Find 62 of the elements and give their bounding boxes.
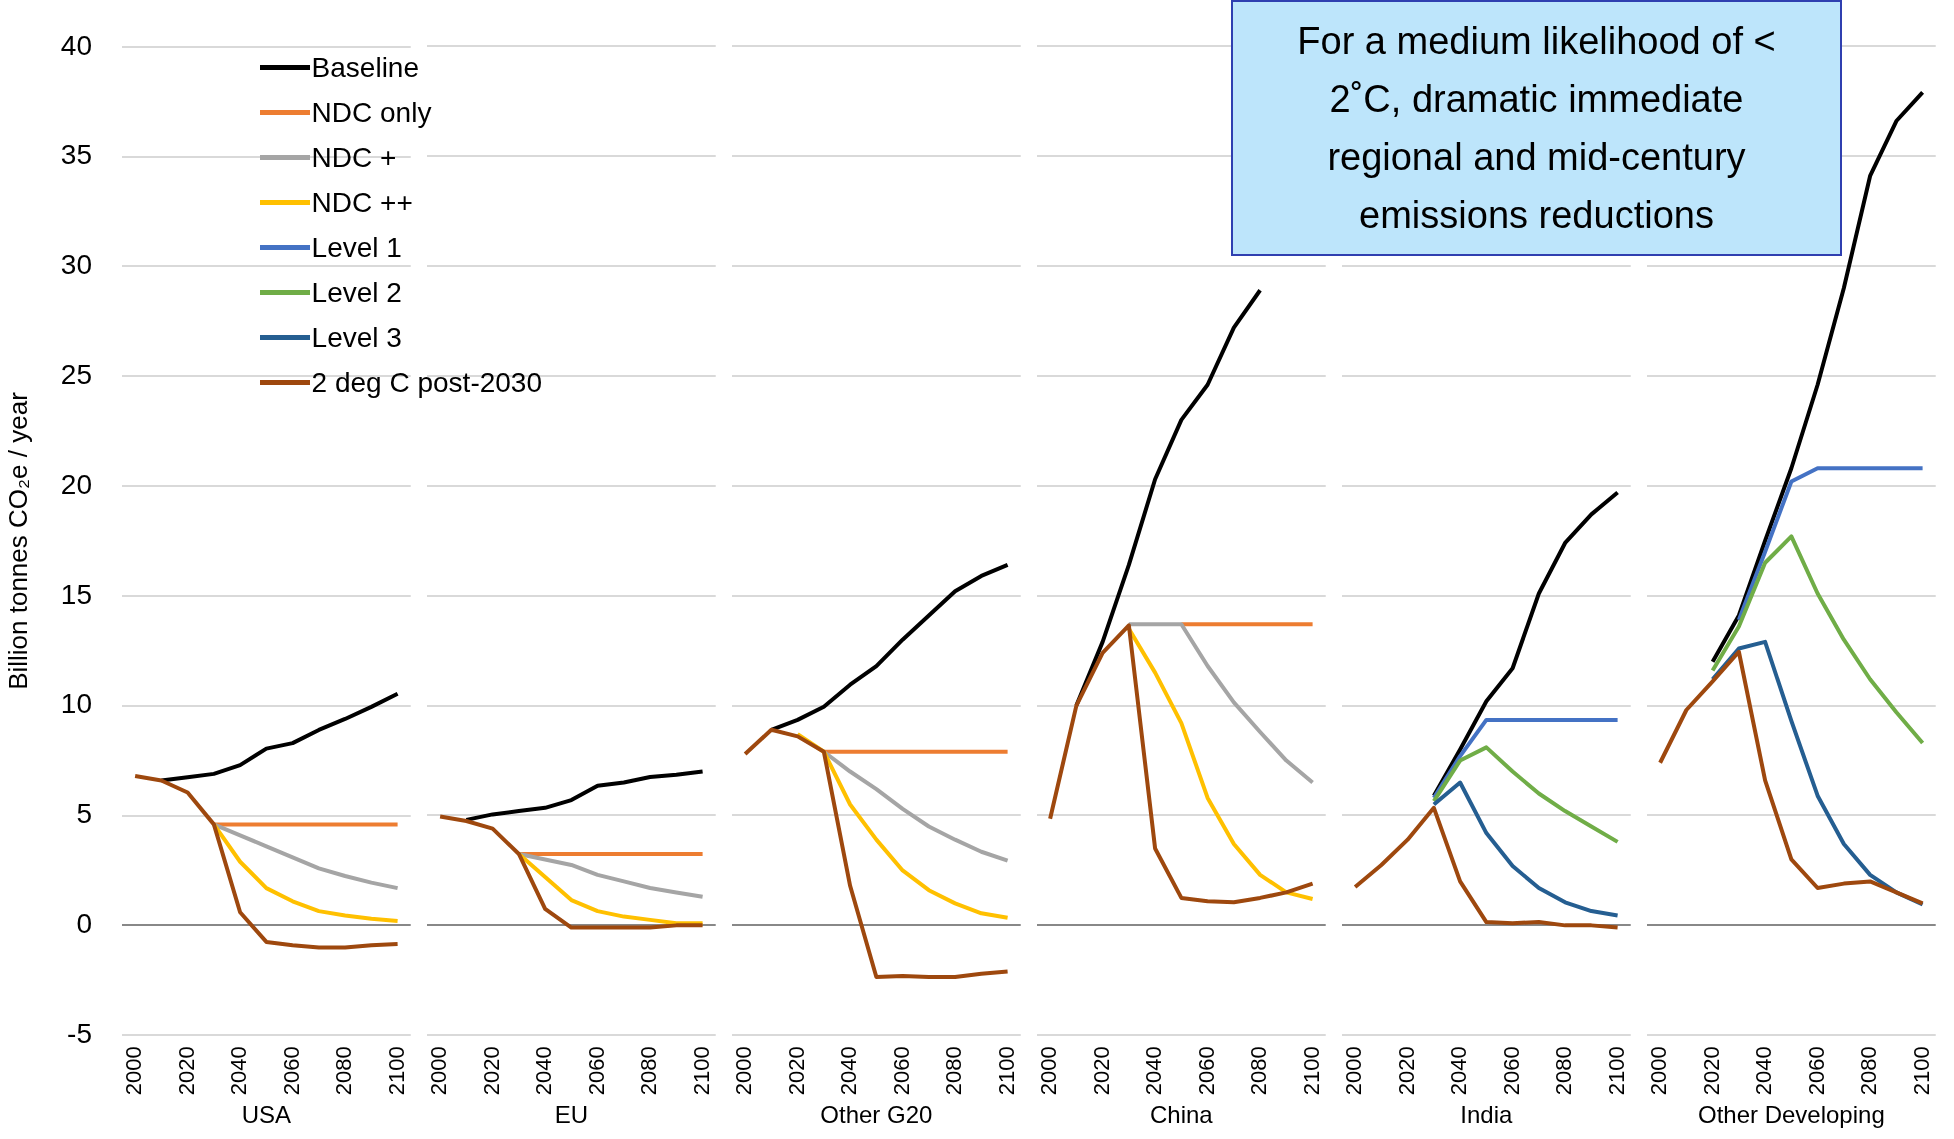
x-tick-label: 2040 [1141, 1046, 1167, 1096]
x-tick-label: 2060 [278, 1046, 304, 1096]
legend-label: 2 deg C post-2030 [311, 366, 542, 399]
x-tick-label: 2020 [1088, 1046, 1114, 1096]
x-tick-label: 2000 [731, 1046, 757, 1096]
x-tick-label: 2040 [531, 1046, 557, 1096]
x-tick-label: 2000 [1036, 1046, 1062, 1096]
y-tick-label: 0 [76, 908, 92, 940]
x-tick-label: 2020 [783, 1046, 809, 1096]
legend-label: Baseline [311, 51, 420, 84]
y-tick-label: 35 [60, 139, 92, 171]
y-tick-label: 20 [60, 468, 92, 500]
x-axis-title: Other G20 [820, 1101, 933, 1129]
x-tick-label: 2060 [1193, 1046, 1219, 1096]
x-tick-label: 2040 [226, 1046, 252, 1096]
y-tick-label: -5 [67, 1017, 92, 1049]
y-tick-label: 10 [60, 688, 92, 720]
x-tick-label: 2040 [1446, 1046, 1472, 1096]
x-tick-label: 2040 [1751, 1046, 1777, 1096]
x-tick-label: 2020 [478, 1046, 504, 1096]
x-tick-label: 2080 [941, 1046, 967, 1096]
x-tick-label: 2100 [688, 1046, 714, 1096]
x-tick-label: 2080 [636, 1046, 662, 1096]
x-tick-label: 2100 [993, 1046, 1019, 1096]
legend-label: Level 2 [311, 276, 402, 309]
x-tick-label: 2020 [173, 1046, 199, 1096]
x-tick-label: 2060 [583, 1046, 609, 1096]
x-tick-label: 2100 [1908, 1046, 1934, 1096]
legend-label: Level 3 [311, 321, 402, 354]
x-tick-label: 2060 [888, 1046, 914, 1096]
x-tick-label: 2020 [1393, 1046, 1419, 1096]
y-tick-label: 5 [76, 798, 92, 830]
x-axis-title: China [1150, 1101, 1214, 1129]
y-tick-label: 40 [60, 29, 92, 61]
x-tick-label: 2000 [1341, 1046, 1367, 1096]
x-axis-title: India [1460, 1101, 1514, 1129]
x-tick-label: 2080 [331, 1046, 357, 1096]
x-tick-label: 2100 [1603, 1046, 1629, 1096]
x-tick-label: 2080 [1551, 1046, 1577, 1096]
legend-label: NDC + [311, 141, 397, 174]
x-tick-label: 2060 [1803, 1046, 1829, 1096]
x-tick-label: 2080 [1856, 1046, 1882, 1096]
note-box: For a medium likelihood of < 2˚C, dramatic immediate regional and mid-century emissions reductions [1231, 0, 1842, 256]
x-tick-label: 2100 [383, 1046, 409, 1096]
x-tick-label: 2040 [836, 1046, 862, 1096]
y-tick-label: 25 [60, 359, 92, 390]
x-axis-title: Other Developing [1697, 1101, 1885, 1129]
x-tick-label: 2020 [1698, 1046, 1724, 1096]
x-tick-label: 2060 [1498, 1046, 1524, 1096]
x-tick-label: 2000 [1646, 1046, 1672, 1096]
legend-label: NDC ++ [311, 186, 413, 219]
x-tick-label: 2000 [426, 1046, 452, 1096]
x-axis-title: USA [241, 1101, 292, 1129]
y-tick-label: 30 [60, 249, 92, 281]
x-tick-label: 2000 [121, 1046, 147, 1096]
y-tick-label: 15 [60, 578, 92, 610]
x-tick-label: 2080 [1246, 1046, 1272, 1096]
x-tick-label: 2100 [1298, 1046, 1324, 1096]
legend-label: Level 1 [311, 231, 402, 264]
y-axis-title: Billion tonnes CO₂e / year [2, 391, 33, 690]
legend-label: NDC only [311, 96, 432, 129]
x-axis-title: EU [554, 1101, 589, 1129]
